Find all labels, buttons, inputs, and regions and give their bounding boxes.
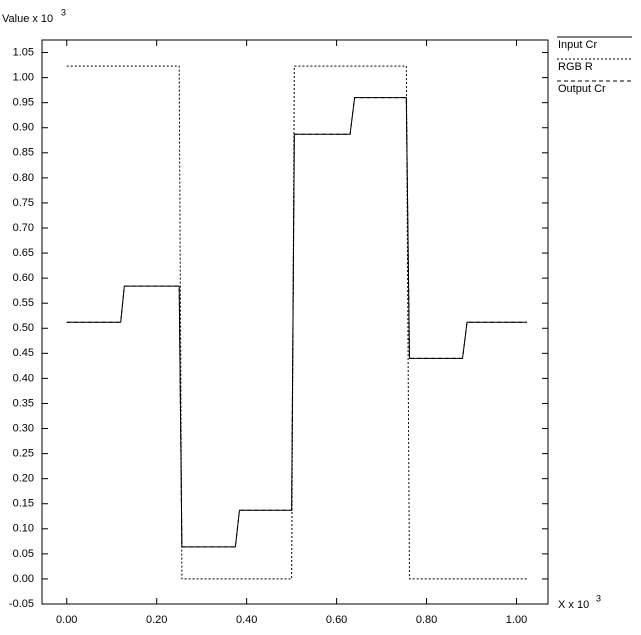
y-tick-label: 0.65: [13, 247, 34, 259]
x-axis-label: X x 10: [558, 599, 589, 611]
x-tick-label: 0.60: [326, 614, 347, 626]
series-line: [66, 97, 527, 548]
y-tick-label: 0.60: [13, 272, 34, 284]
y-tick-label: 0.15: [13, 498, 34, 510]
y-tick-label: 0.90: [13, 122, 34, 134]
y-tick-label: 1.00: [13, 72, 34, 84]
y-tick-label: 0.25: [13, 448, 34, 460]
y-tick-label: 0.00: [13, 573, 34, 585]
x-tick-label: 0.20: [146, 614, 167, 626]
y-axis-label-exponent: 3: [61, 7, 66, 17]
plot-frame: [41, 39, 549, 605]
y-tick-label: 0.80: [13, 172, 34, 184]
y-tick-label: 0.95: [13, 97, 34, 109]
series-line: [66, 97, 527, 548]
series-line: [66, 65, 527, 580]
x-tick-label: 0.00: [56, 614, 77, 626]
legend-label: Output Cr: [558, 83, 606, 95]
legend-label: RGB R: [558, 61, 593, 73]
y-tick-label: 0.20: [13, 473, 34, 485]
y-tick-label: 0.55: [13, 297, 34, 309]
y-tick-label: 0.50: [13, 322, 34, 334]
y-tick-label: 0.45: [13, 347, 34, 359]
y-tick-label: 1.05: [13, 46, 34, 58]
y-tick-label: 0.30: [13, 422, 34, 434]
x-tick-label: 0.80: [416, 614, 437, 626]
legend-label: Input Cr: [558, 39, 597, 51]
y-tick-label: 0.40: [13, 372, 34, 384]
y-tick-label: 0.35: [13, 397, 34, 409]
x-axis-label-exponent: 3: [596, 593, 601, 603]
y-tick-label: 0.70: [13, 222, 34, 234]
x-tick-label: 1.00: [506, 614, 527, 626]
y-tick-label: 0.85: [13, 147, 34, 159]
y-tick-label: 0.05: [13, 548, 34, 560]
y-tick-label: 0.10: [13, 523, 34, 535]
x-tick-label: 0.40: [236, 614, 257, 626]
y-axis-label: Value x 10: [2, 13, 53, 25]
y-tick-label: -0.05: [9, 598, 34, 610]
y-tick-label: 0.75: [13, 197, 34, 209]
